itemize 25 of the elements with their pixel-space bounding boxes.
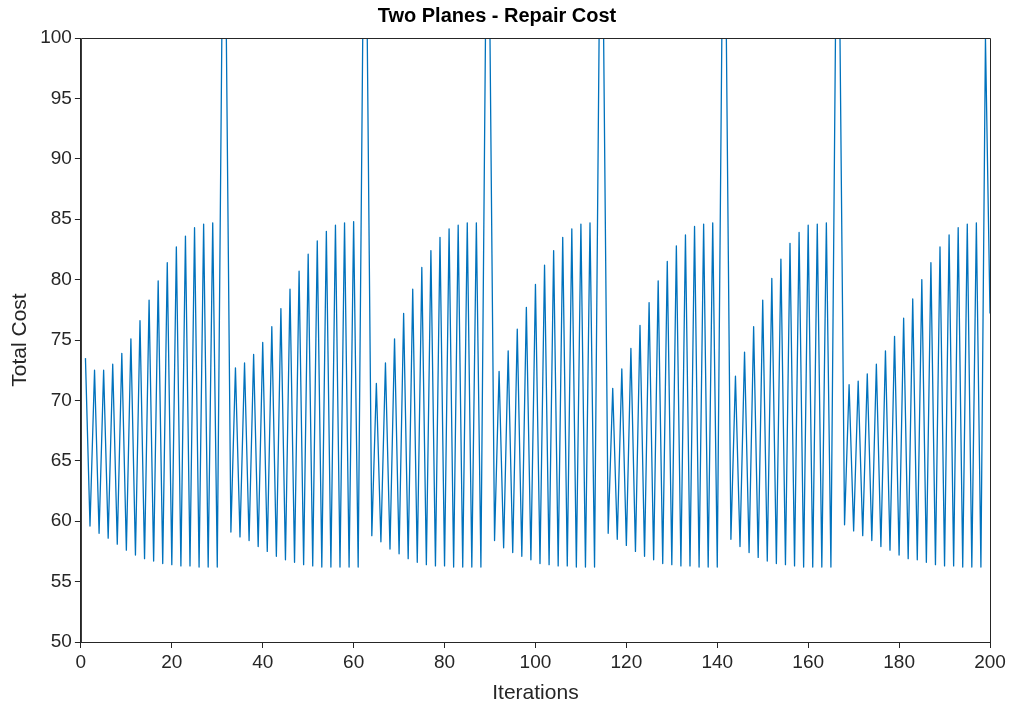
y-tick-label: 50: [50, 630, 72, 652]
y-tick-label: 80: [50, 267, 72, 289]
x-tick-label: 100: [519, 650, 552, 672]
y-tick-label: 100: [40, 26, 72, 48]
x-tick-label: 40: [252, 650, 274, 672]
y-tick-label: 95: [50, 86, 72, 108]
x-tick-label: 60: [343, 650, 365, 672]
y-tick-label: 70: [50, 388, 72, 410]
y-tick-label: 90: [50, 147, 72, 169]
x-tick-label: 80: [433, 650, 456, 672]
x-tick-label: 0: [75, 650, 87, 672]
y-tick-label: 65: [50, 449, 72, 471]
x-tick-label: 120: [610, 650, 643, 672]
x-tick-label: 20: [161, 650, 183, 672]
y-tick-label: 60: [50, 509, 72, 531]
y-tick-label: 55: [50, 569, 72, 591]
x-tick-label: 160: [792, 650, 825, 672]
y-tick-label: 85: [50, 207, 72, 229]
y-tick-label: 75: [50, 328, 72, 350]
x-axis-title: Iterations: [492, 680, 579, 704]
x-tick-label: 180: [883, 650, 915, 672]
x-tick-label: 200: [974, 650, 1006, 672]
x-tick-label: 140: [701, 650, 734, 672]
chart-title: Two Planes - Repair Cost: [377, 3, 617, 26]
y-axis-title: Total Cost: [7, 293, 31, 387]
